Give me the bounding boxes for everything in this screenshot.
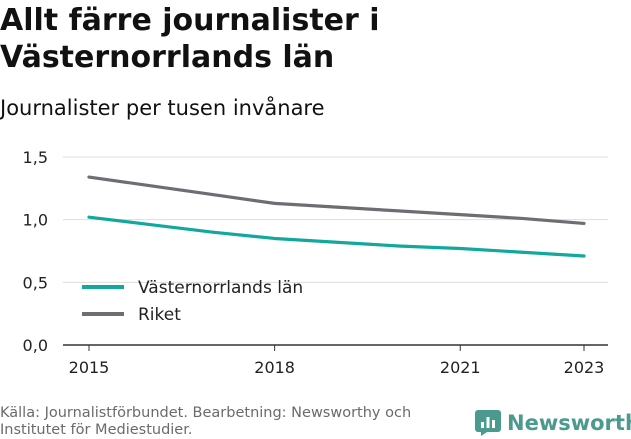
x-tick-label: 2018 (254, 358, 295, 377)
x-tick-label: 2015 (69, 358, 110, 377)
source-note: Källa: Journalistförbundet. Bearbetning:… (0, 405, 412, 438)
bar-chart-icon (475, 410, 501, 436)
x-tick-label: 2021 (440, 358, 481, 377)
legend-label-2: Riket (138, 305, 181, 325)
chart-subtitle: Journalister per tusen invånare (0, 96, 325, 120)
y-axis-labels: 0,0 0,5 1,0 1,5 (23, 148, 48, 355)
series-lines (87, 175, 586, 258)
brand-name: Newsworthy (507, 411, 631, 435)
y-tick-label: 0,5 (23, 273, 48, 292)
newsworthy-logo: Newsworthy (475, 407, 631, 439)
chart-title: Allt färre journalister i Västernorrland… (0, 3, 380, 75)
y-tick-label: 0,0 (23, 336, 48, 355)
x-tick-label: 2023 (564, 358, 605, 377)
legend-label-1: Västernorrlands län (138, 278, 303, 298)
series-line-1 (87, 215, 586, 258)
y-tick-label: 1,0 (23, 211, 48, 230)
x-axis-labels: 2015 2018 2021 2023 (69, 345, 605, 377)
line-chart: 0,0 0,5 1,0 1,5 2015 2018 2021 2023 Västernorr… (23, 148, 608, 377)
y-tick-label: 1,5 (23, 148, 48, 167)
series-line-2 (87, 175, 586, 226)
legend: Västernorrlands län Riket (82, 278, 303, 325)
